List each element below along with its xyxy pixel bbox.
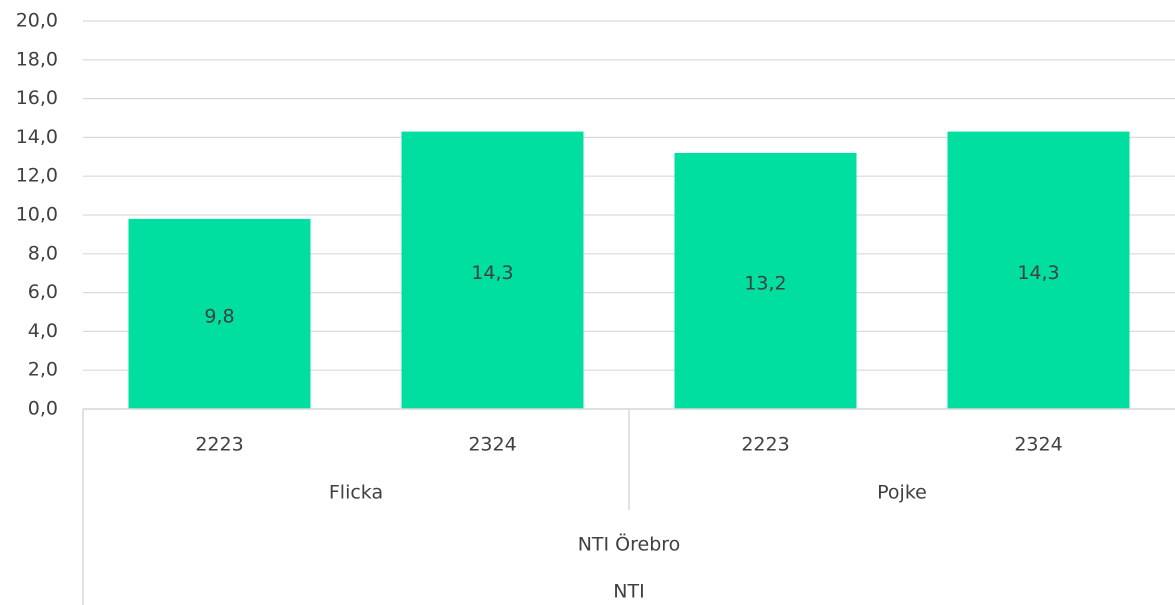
value-label: 9,8: [204, 305, 234, 327]
y-tick-label: 4,0: [28, 320, 58, 342]
y-tick-label: 12,0: [16, 165, 58, 187]
bar: [401, 131, 584, 409]
y-tick-label: 2,0: [28, 359, 58, 381]
y-tick-label: 18,0: [16, 48, 58, 70]
y-tick-label: 0,0: [28, 398, 58, 420]
x-tick-label: 2324: [468, 434, 516, 456]
category-group-label: Flicka: [329, 482, 383, 504]
bar: [128, 218, 311, 409]
y-tick-label: 10,0: [16, 204, 58, 226]
y-tick-label: 14,0: [16, 126, 58, 148]
category-group-label: Pojke: [877, 482, 927, 504]
category-group-label: NTI: [613, 581, 644, 603]
y-tick-label: 8,0: [28, 242, 58, 264]
value-label: 14,3: [471, 262, 513, 284]
value-label: 13,2: [744, 272, 786, 294]
bar: [674, 152, 857, 410]
y-tick-label: 6,0: [28, 281, 58, 303]
bar: [947, 131, 1130, 409]
y-tick-label: 16,0: [16, 87, 58, 109]
value-label: 14,3: [1017, 262, 1059, 284]
x-tick-label: 2223: [195, 434, 243, 456]
category-group-label: NTI Örebro: [578, 533, 681, 556]
x-tick-label: 2324: [1014, 434, 1062, 456]
y-tick-label: 20,0: [16, 10, 58, 32]
x-tick-label: 2223: [741, 434, 789, 456]
